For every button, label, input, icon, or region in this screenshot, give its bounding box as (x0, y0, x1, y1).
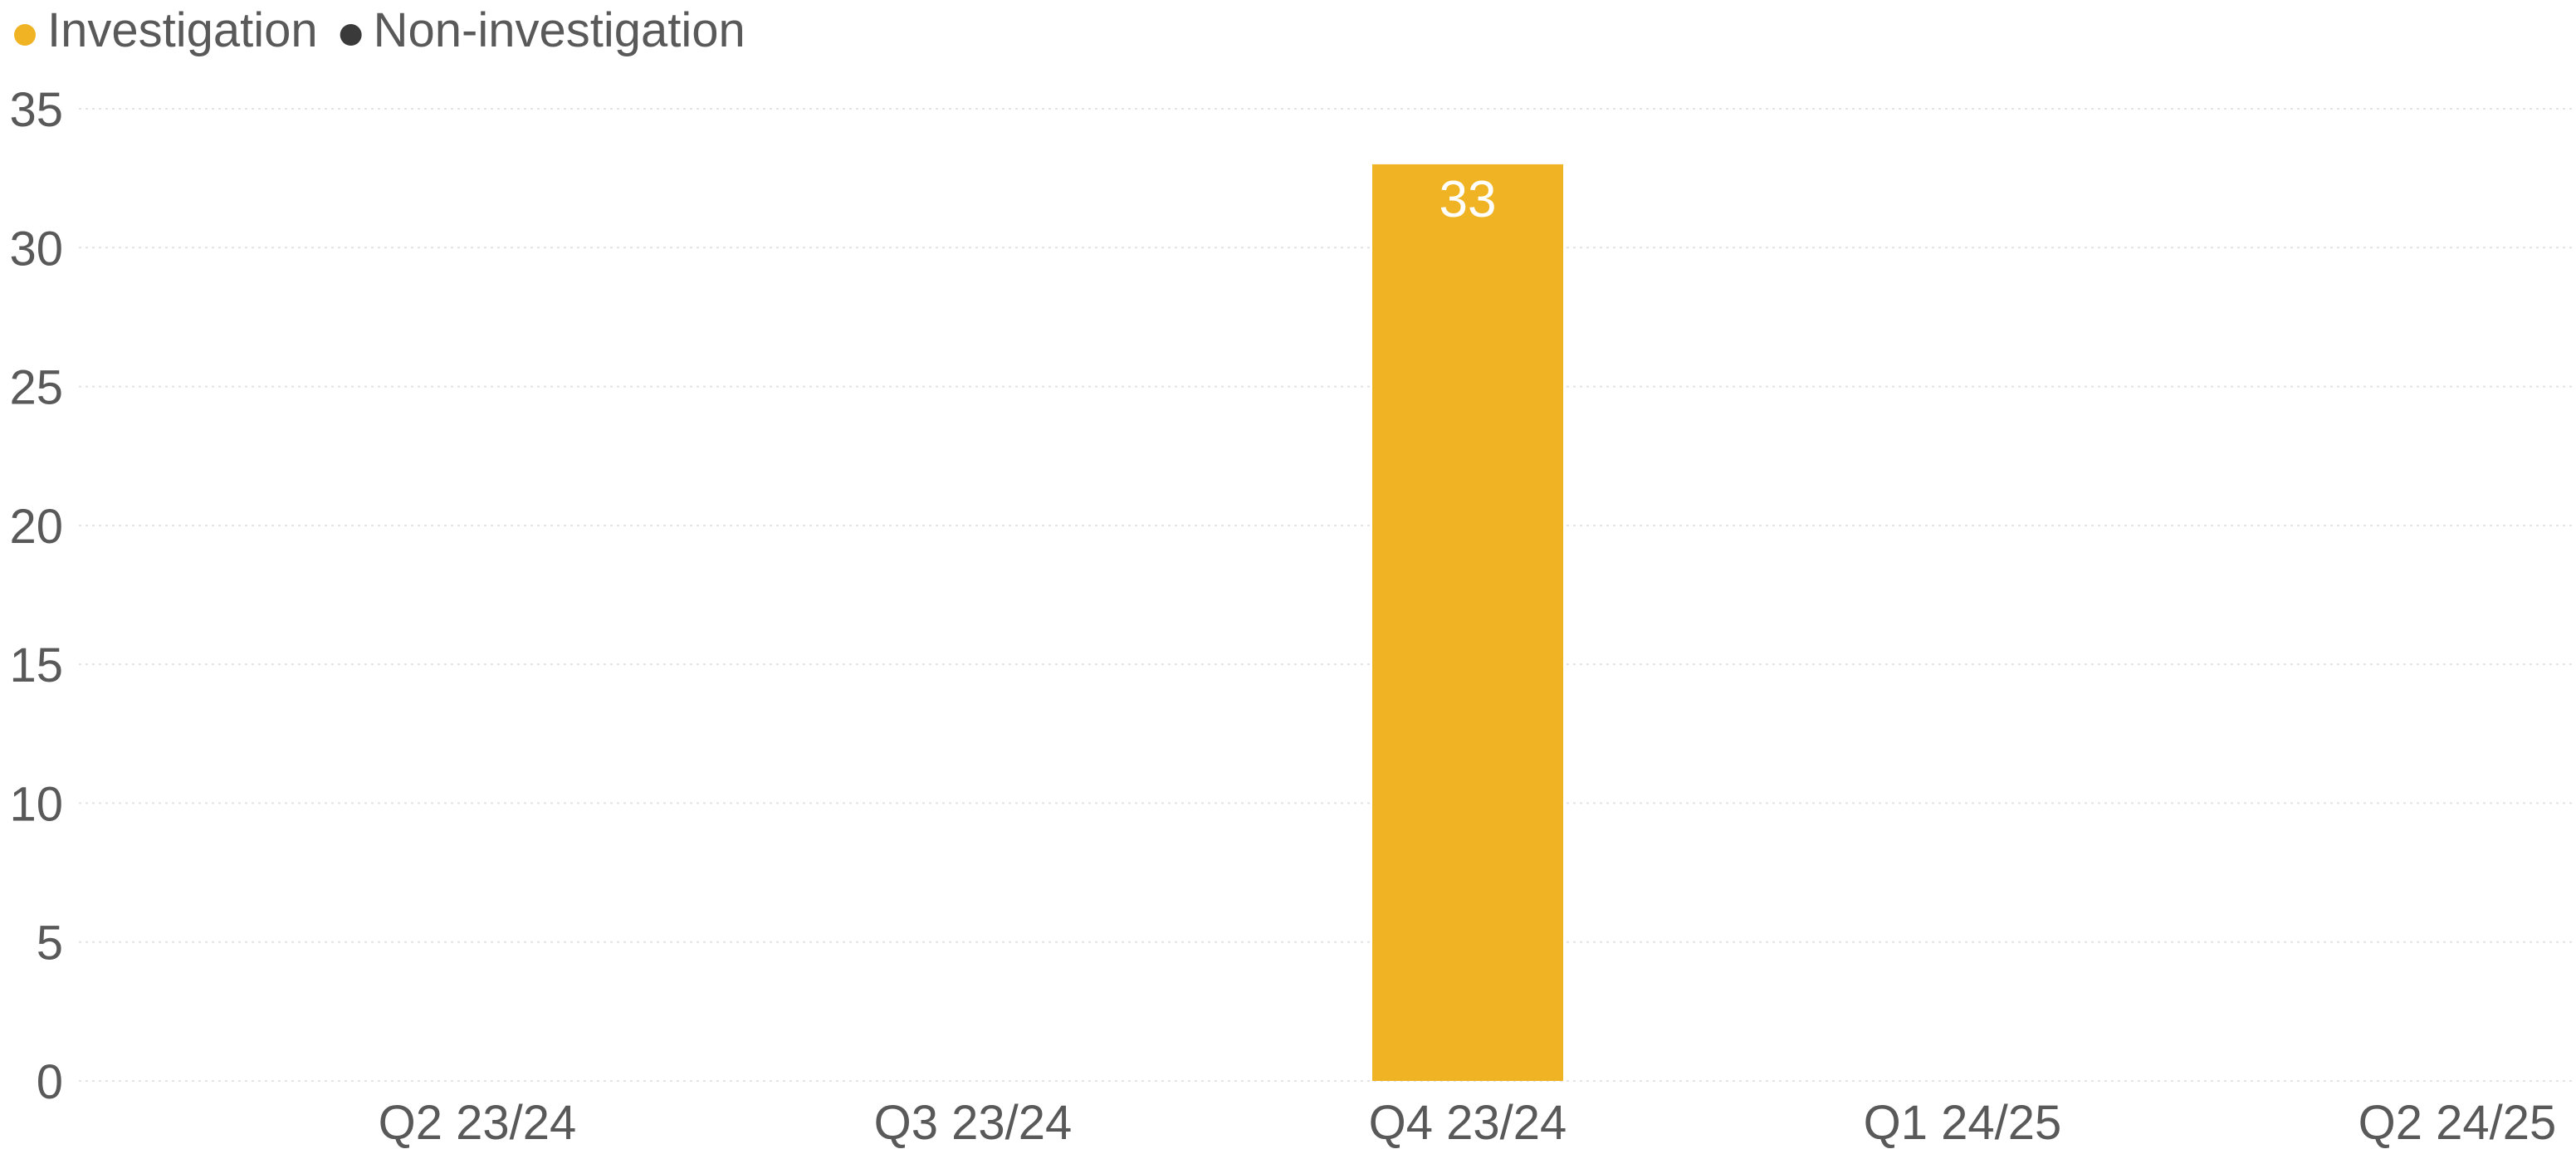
y-tick-label: 30 (9, 222, 63, 276)
x-tick-label: Q1 24/25 (1864, 1096, 2062, 1150)
y-tick-label: 5 (37, 917, 63, 971)
legend: Investigation Non-investigation (14, 3, 745, 57)
legend-label: Non-investigation (374, 3, 745, 57)
x-axis-ticks: Q2 23/24 Q3 23/24 Q4 23/24 Q1 24/25 Q2 24/25 (379, 1096, 2557, 1150)
legend-marker (14, 24, 36, 46)
y-tick-label: 35 (9, 83, 63, 137)
data-label: 33 (1440, 171, 1497, 228)
y-tick-label: 15 (9, 638, 63, 692)
y-tick-label: 25 (9, 361, 63, 415)
data-labels: 33 (1440, 171, 1497, 228)
bar (1372, 164, 1563, 1081)
x-tick-label: Q2 23/24 (379, 1096, 577, 1150)
y-axis-ticks: 0 5 10 15 20 25 30 35 (9, 83, 63, 1109)
legend-label: Investigation (47, 3, 318, 57)
y-tick-label: 10 (9, 777, 63, 831)
x-tick-label: Q4 23/24 (1369, 1096, 1567, 1150)
legend-marker (340, 24, 362, 46)
y-tick-label: 20 (9, 500, 63, 554)
x-tick-label: Q3 23/24 (874, 1096, 1073, 1150)
y-tick-label: 0 (37, 1055, 63, 1109)
x-tick-label: Q2 24/25 (2358, 1096, 2557, 1150)
bars (1372, 164, 1563, 1081)
gridlines (79, 108, 2576, 1082)
